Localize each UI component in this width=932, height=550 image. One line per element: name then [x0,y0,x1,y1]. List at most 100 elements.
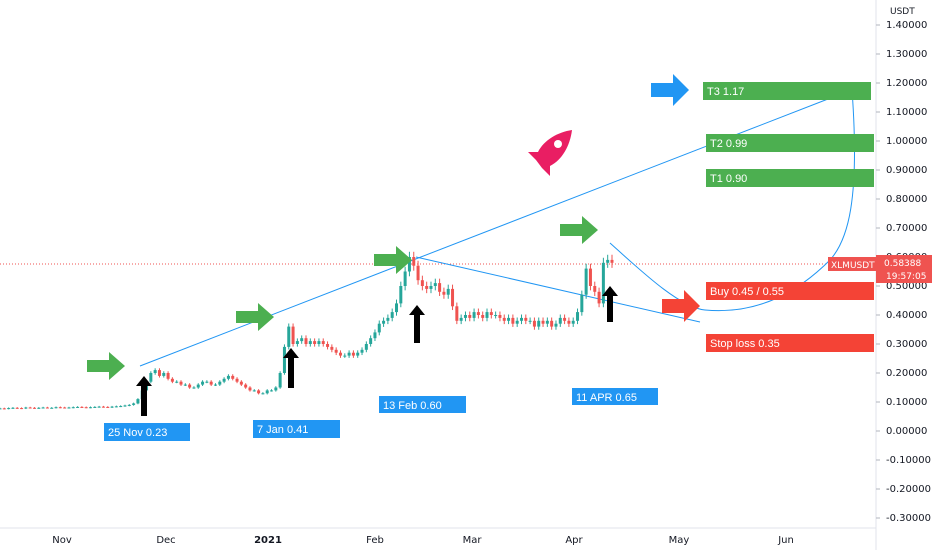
candle-body [511,317,515,324]
candle-body [455,306,459,321]
lower-trendline [415,256,701,323]
candle-body [179,381,183,385]
label-apr: 11 APR 0.65 [572,388,658,405]
x-tick-label: Jun [777,535,794,546]
svg-text:T2 0.99: T2 0.99 [710,138,747,150]
y-tick-label: 0.50000 [886,281,927,292]
green-arrow-icon [87,352,125,380]
candle-body [420,280,424,286]
candle-body [308,341,312,344]
y-tick-label: -0.20000 [886,484,931,495]
svg-text:T1 0.90: T1 0.90 [710,173,747,185]
candle-body [270,390,274,392]
candle-body [476,312,480,315]
candle-body [93,406,97,408]
candle-body [580,294,584,313]
candle-body [89,407,93,409]
candle-body [222,378,226,382]
candle-body [291,326,295,344]
currency-label: USDT [890,7,915,17]
y-tick-label: 0.20000 [886,368,927,379]
svg-text:13 Feb 0.60: 13 Feb 0.60 [383,400,442,412]
candle-body [395,303,399,313]
candle-body [252,390,256,392]
x-tick-label: Apr [565,535,583,546]
candle-body [153,370,157,373]
candle-body [28,407,32,409]
candle-body [50,407,54,409]
candle-body [317,341,321,344]
candle-body [58,407,62,409]
candle-body [550,320,554,327]
candle-body [132,403,136,405]
candle-body [304,338,308,344]
y-tick-label: 0.70000 [886,223,927,234]
candle-body [110,406,114,408]
candle-body [45,407,49,409]
x-tick-label: Mar [463,535,483,546]
candle-body [97,406,101,408]
candle-body [468,315,472,318]
candle-body [610,259,614,263]
candle-body [532,320,536,327]
candle-body [347,352,351,356]
candle-body [442,291,446,295]
candle-body [218,381,222,385]
candle-body [192,387,196,389]
candle-body [106,406,110,408]
candle-body [403,271,407,286]
svg-text:0.58388: 0.58388 [884,259,921,269]
candle-body [494,315,498,316]
svg-text:Buy 0.45 / 0.55: Buy 0.45 / 0.55 [710,286,784,298]
candle-body [231,375,235,379]
candle-body [330,346,334,350]
candle-body [558,317,562,324]
candle-body [119,406,123,408]
x-tick-label: May [669,535,690,546]
candle-body [326,344,330,347]
y-tick-label: -0.30000 [886,513,931,524]
candle-body [338,352,342,356]
projection-curve [609,89,856,312]
candle-body [2,408,6,410]
label-jan: 7 Jan 0.41 [253,420,340,438]
candle-body [528,320,532,322]
candle-body [360,349,364,353]
candle-body [282,346,286,373]
x-tick-label: Nov [52,535,72,546]
candle-body [606,259,610,263]
candle-body [24,407,28,409]
black-arrow-icon [136,376,152,416]
candle-body [213,384,217,386]
x-axis-ticks: Nov Dec 2021 Feb Mar Apr May Jun [52,535,794,546]
y-tick-label: 1.10000 [886,107,927,118]
candle-body [343,355,347,357]
candle-body [545,320,549,324]
candle-body [597,291,601,304]
rocket-icon [528,130,572,176]
candle-body [356,352,360,356]
label-t1: T1 0.90 [706,169,874,187]
candle-body [170,378,174,382]
y-tick-label: 0.40000 [886,310,927,321]
candle-body [248,387,252,391]
svg-text:19:57:05: 19:57:05 [886,272,926,282]
candle-body [201,381,205,385]
candle-body [601,262,605,304]
x-tick-label: 2021 [254,535,282,546]
candle-body [162,373,166,376]
candle-body [149,373,153,382]
candle-body [313,341,317,344]
candle-body [485,312,489,318]
label-buy: Buy 0.45 / 0.55 [706,282,874,300]
green-arrow-icon [236,303,274,331]
candle-body [287,326,291,347]
y-tick-label: -0.10000 [886,455,931,466]
candle-body [11,407,15,409]
candle-body [507,317,511,321]
candle-body [63,407,67,409]
candle-body [239,381,243,385]
candle-body [54,407,58,409]
candle-body [576,312,580,321]
